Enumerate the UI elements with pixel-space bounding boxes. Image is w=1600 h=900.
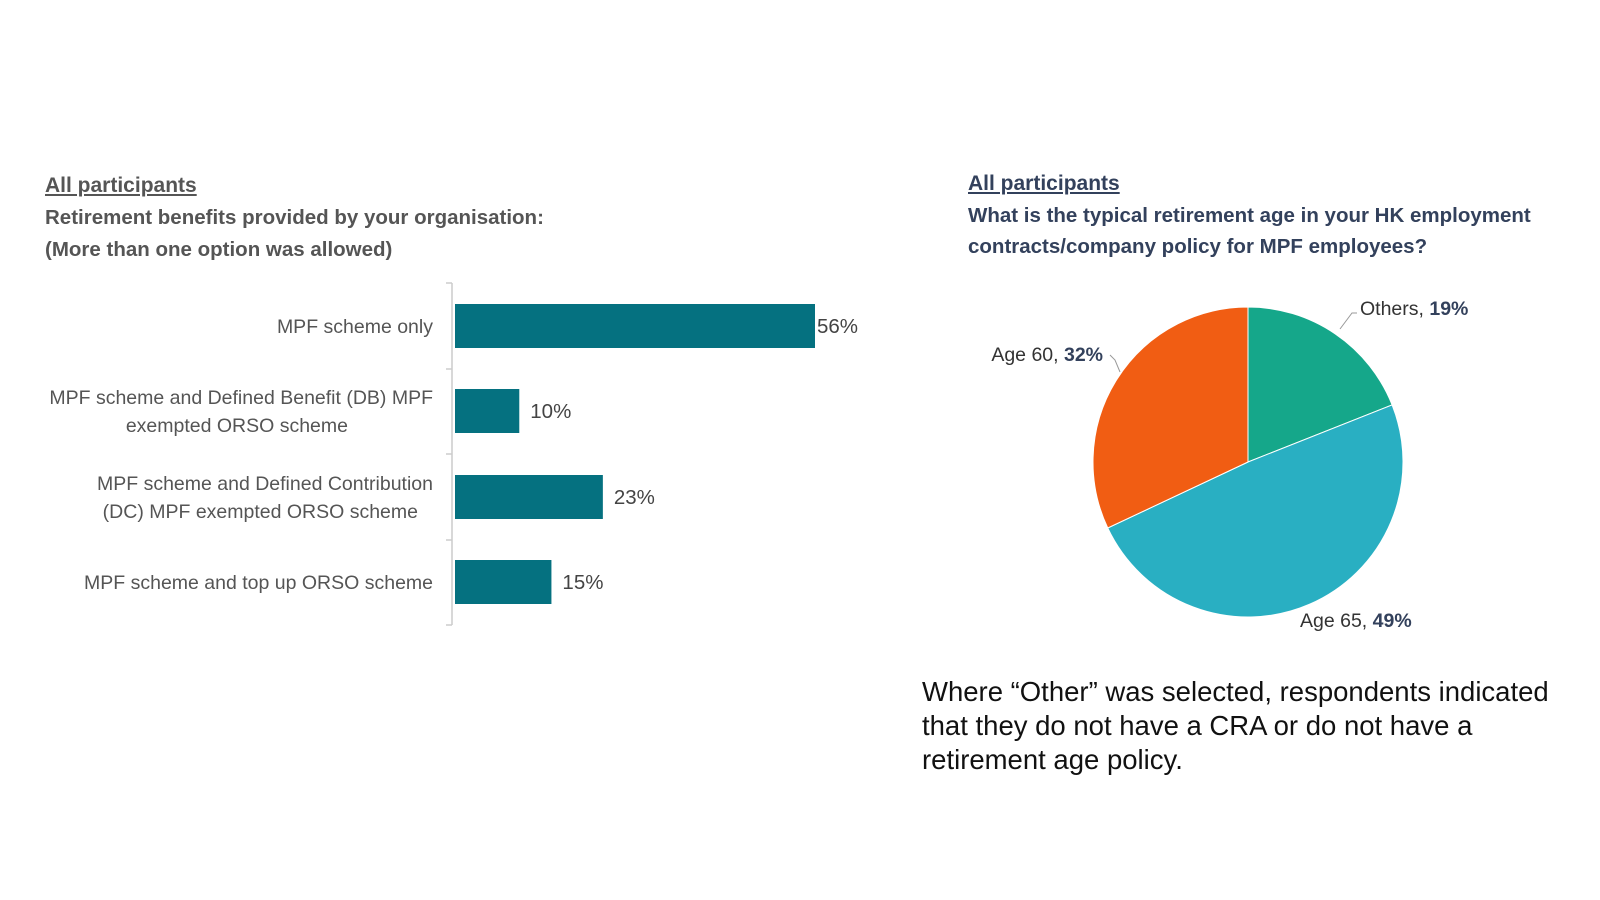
bar-chart-question: Retirement benefits provided by your org… (45, 206, 544, 229)
category-label: MPF scheme only (277, 316, 433, 338)
category-label: MPF scheme and top up ORSO scheme (84, 572, 433, 594)
pie-label: Others, 19% (1360, 298, 1468, 320)
category-label: MPF scheme and Defined Contribution (DC) … (97, 473, 433, 523)
bar-value-label: 56% (817, 315, 858, 338)
bar-1 (455, 304, 815, 348)
pie-chart-tag: All participants (968, 172, 1120, 195)
bar-2 (455, 389, 520, 433)
bar-chart-header: All participants Retirement benefits pro… (45, 170, 544, 266)
pie-chart: Others, 19% Age 65, 49% Age 60, 32% (991, 298, 1468, 632)
bar-chart: 56% MPF scheme only 10% MPF scheme and Defi… (49, 282, 858, 626)
bar-4 (455, 560, 552, 604)
pie-leader-line (1339, 312, 1357, 330)
bar-3 (455, 475, 603, 519)
pie-chart-question-line2: contracts/company policy for MPF employe… (968, 235, 1428, 258)
pie-label: Age 65, 49% (1300, 610, 1412, 632)
bar-value-label: 15% (562, 571, 603, 594)
pie-slice-others (1247, 306, 1393, 463)
bar-value-label: 23% (614, 486, 655, 509)
bar-chart-question-note: (More than one option was allowed) (45, 238, 393, 261)
footnote: Where “Other” was selected, respondents … (922, 676, 1549, 775)
pie-chart-question-line1: What is the typical retirement age in yo… (968, 204, 1531, 227)
pie-label: Age 60, 32% (991, 344, 1103, 366)
bar-chart-tag: All participants (45, 174, 197, 197)
category-label: MPF scheme and Defined Benefit (DB) MPF e… (49, 387, 433, 437)
pie-slice-age-60 (1092, 306, 1249, 529)
pie-chart-header: All participants What is the typical ret… (968, 168, 1531, 262)
pie-slice-age-65 (1107, 404, 1404, 618)
pie-leader-line (1109, 354, 1121, 373)
bar-value-label: 10% (530, 400, 571, 423)
